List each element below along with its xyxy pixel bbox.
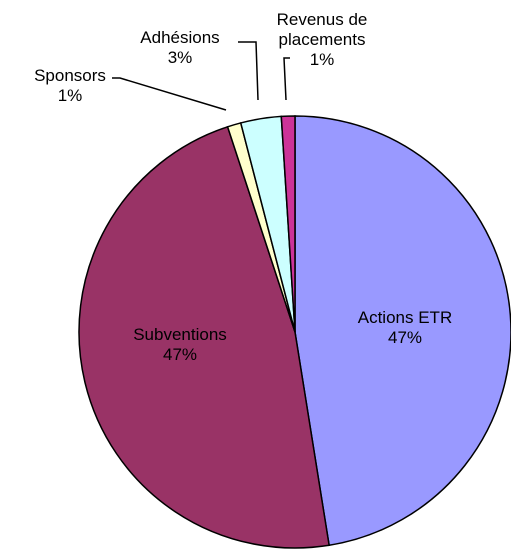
slice-label: Actions ETR 47% bbox=[345, 308, 465, 348]
value-label: 47% bbox=[162, 345, 198, 364]
value-label: 47% bbox=[387, 328, 423, 347]
slice-label: Adhésions 3% bbox=[115, 28, 245, 68]
slice-label: Sponsors 1% bbox=[10, 66, 130, 106]
pie-slice bbox=[78, 125, 330, 549]
slice-label: Revenus de placements 1% bbox=[262, 10, 382, 70]
leader-line bbox=[283, 57, 290, 101]
pie-slice bbox=[294, 115, 511, 547]
category-label: Subventions bbox=[133, 325, 227, 344]
category-label: Actions ETR bbox=[357, 308, 453, 327]
leader-line bbox=[238, 41, 259, 101]
category-label: Revenus de placements bbox=[276, 10, 368, 49]
slice-label: Subventions 47% bbox=[110, 325, 250, 365]
category-label: Sponsors bbox=[34, 66, 106, 85]
pie-slice bbox=[280, 115, 296, 333]
value-label: 1% bbox=[57, 86, 83, 105]
value-label: 1% bbox=[309, 50, 335, 69]
leader-line bbox=[112, 77, 227, 111]
value-label: 3% bbox=[167, 48, 193, 67]
category-label: Adhésions bbox=[140, 28, 220, 47]
